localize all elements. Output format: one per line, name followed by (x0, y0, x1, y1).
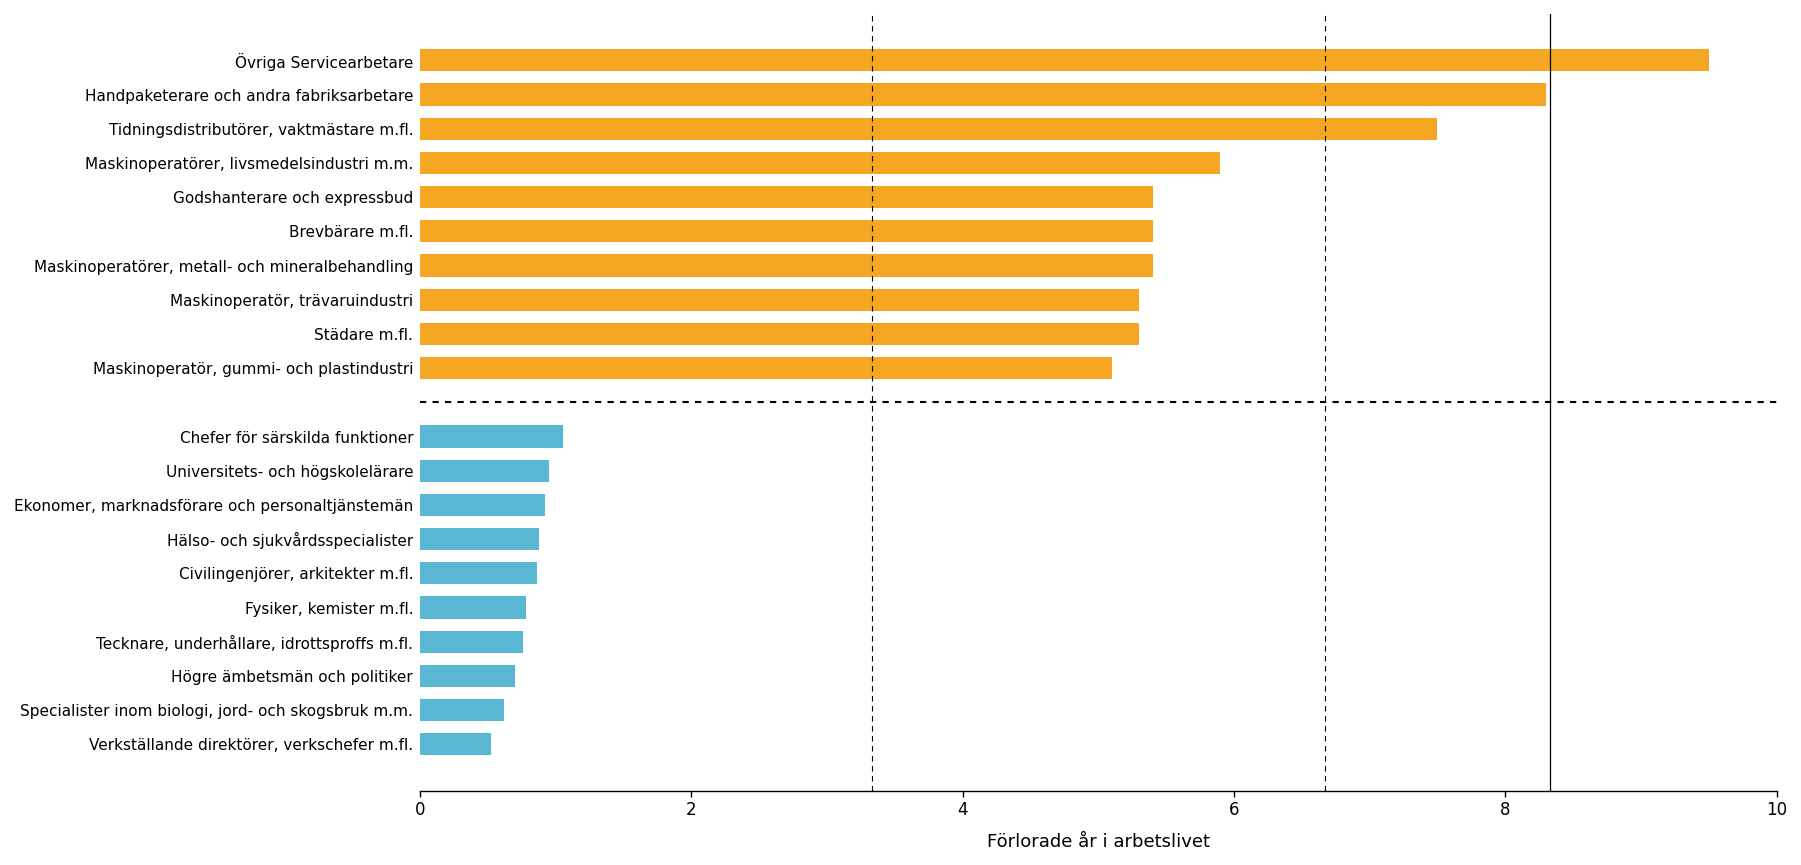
Bar (420, 426, 562, 448)
Bar (420, 83, 1545, 106)
Bar (420, 699, 504, 721)
Bar (420, 221, 1153, 242)
Bar (420, 49, 1709, 72)
Bar (420, 562, 537, 585)
Bar (420, 597, 526, 618)
Bar (420, 665, 515, 687)
Bar (420, 734, 490, 755)
Bar (420, 459, 549, 482)
Bar (420, 631, 522, 653)
Bar (420, 186, 1153, 208)
Bar (420, 528, 540, 550)
Bar (420, 254, 1153, 277)
Bar (420, 152, 1221, 174)
Bar (420, 289, 1138, 311)
Bar (420, 323, 1138, 345)
Bar (420, 118, 1437, 140)
X-axis label: Förlorade år i arbetslivet: Förlorade år i arbetslivet (987, 833, 1210, 851)
Bar (420, 494, 546, 516)
Bar (420, 357, 1111, 379)
